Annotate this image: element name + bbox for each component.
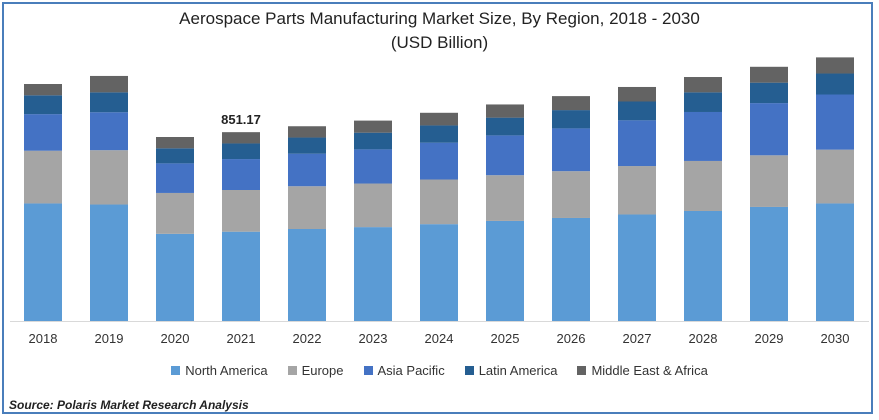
- bar-2026-north-america: [552, 217, 590, 321]
- x-tick-label-2022: 2022: [293, 331, 322, 346]
- bar-2023-middle-east-africa: [354, 120, 392, 133]
- legend-item-asia-pacific: Asia Pacific: [363, 363, 445, 378]
- legend-item-north-america: North America: [171, 363, 268, 378]
- bar-2025-latin-america: [486, 117, 524, 136]
- bar-2030-middle-east-africa: [816, 57, 854, 74]
- bar-2030-asia-pacific: [816, 94, 854, 150]
- bar-2030-latin-america: [816, 73, 854, 95]
- bar-2024-north-america: [420, 224, 458, 321]
- legend-swatch: [577, 366, 587, 375]
- bar-2028-latin-america: [684, 92, 722, 112]
- bar-2023-latin-america: [354, 132, 392, 150]
- bar-2029-middle-east-africa: [750, 66, 788, 83]
- legend-swatch: [171, 366, 181, 375]
- bar-2020-latin-america: [156, 148, 194, 164]
- legend-label: Asia Pacific: [377, 363, 445, 378]
- bar-2024-asia-pacific: [420, 142, 458, 180]
- legend-swatch: [363, 366, 373, 375]
- bar-2018-europe: [24, 150, 62, 204]
- bar-2018-north-america: [24, 203, 62, 321]
- x-tick-label-2023: 2023: [359, 331, 388, 346]
- bar-2024-europe: [420, 179, 458, 225]
- x-tick-label-2020: 2020: [161, 331, 190, 346]
- bar-2023-asia-pacific: [354, 149, 392, 184]
- bar-2026-middle-east-africa: [552, 96, 590, 111]
- bar-2021-europe: [222, 189, 260, 232]
- bar-2025-europe: [486, 175, 524, 221]
- bar-2023-europe: [354, 183, 392, 228]
- x-tick-label-2021: 2021: [227, 331, 256, 346]
- legend-label: North America: [185, 363, 268, 378]
- x-tick-label-2025: 2025: [491, 331, 520, 346]
- bar-2028-europe: [684, 160, 722, 211]
- legend-swatch: [287, 366, 297, 375]
- x-tick-label-2027: 2027: [623, 331, 652, 346]
- bar-2022-asia-pacific: [288, 153, 326, 187]
- bar-2030-north-america: [816, 203, 854, 321]
- bar-2019-latin-america: [90, 92, 128, 113]
- bar-2026-europe: [552, 171, 590, 218]
- bar-2026-latin-america: [552, 110, 590, 129]
- x-tick-label-2019: 2019: [95, 331, 124, 346]
- bar-2029-asia-pacific: [750, 103, 788, 156]
- x-tick-label-2029: 2029: [755, 331, 784, 346]
- bar-2029-north-america: [750, 206, 788, 321]
- x-tick-label-2028: 2028: [689, 331, 718, 346]
- bar-2028-asia-pacific: [684, 111, 722, 161]
- bar-2021-middle-east-africa: [222, 132, 260, 144]
- bar-2028-north-america: [684, 210, 722, 321]
- bar-2019-europe: [90, 150, 128, 205]
- bar-2021-latin-america: [222, 143, 260, 160]
- bar-2022-north-america: [288, 229, 326, 321]
- bar-2029-europe: [750, 155, 788, 207]
- legend-swatch: [464, 366, 474, 375]
- data-label-2021: 851.17: [221, 112, 261, 127]
- bar-2020-asia-pacific: [156, 163, 194, 193]
- bar-2020-middle-east-africa: [156, 137, 194, 149]
- x-tick-label-2018: 2018: [29, 331, 58, 346]
- chart-subtitle: (USD Billion): [390, 33, 489, 52]
- legend-item-latin-america: Latin America: [464, 363, 558, 378]
- bar-2019-north-america: [90, 204, 128, 321]
- bar-2024-middle-east-africa: [420, 112, 458, 126]
- bar-2025-north-america: [486, 220, 524, 321]
- bar-2018-middle-east-africa: [24, 84, 62, 96]
- bar-2027-latin-america: [618, 101, 656, 121]
- bar-2027-north-america: [618, 214, 656, 321]
- legend-item-middle-east-africa: Middle East & Africa: [577, 363, 708, 378]
- bar-2018-asia-pacific: [24, 114, 62, 151]
- source-note: Source: Polaris Market Research Analysis: [9, 398, 249, 412]
- x-tick-label-2026: 2026: [557, 331, 586, 346]
- bar-2027-middle-east-africa: [618, 86, 656, 102]
- bar-2018-latin-america: [24, 95, 62, 115]
- chart-title: Aerospace Parts Manufacturing Market Siz…: [179, 9, 700, 28]
- chart-legend: North America Europe Asia Pacific Latin Ame…: [0, 363, 879, 378]
- bar-2022-europe: [288, 186, 326, 230]
- bar-2027-europe: [618, 166, 656, 215]
- legend-label: Europe: [301, 363, 344, 378]
- legend-label: Middle East & Africa: [591, 363, 708, 378]
- bar-2027-asia-pacific: [618, 120, 656, 167]
- x-tick-label-2024: 2024: [425, 331, 454, 346]
- bar-2019-asia-pacific: [90, 112, 128, 151]
- bar-2019-middle-east-africa: [90, 75, 128, 93]
- bar-2025-asia-pacific: [486, 135, 524, 176]
- bar-2026-asia-pacific: [552, 128, 590, 172]
- bar-2023-north-america: [354, 227, 392, 321]
- bar-2030-europe: [816, 149, 854, 204]
- legend-item-europe: Europe: [287, 363, 344, 378]
- bar-2029-latin-america: [750, 82, 788, 104]
- bar-2024-latin-america: [420, 125, 458, 143]
- x-tick-label-2030: 2030: [821, 331, 850, 346]
- bar-2021-north-america: [222, 231, 260, 321]
- bar-2022-middle-east-africa: [288, 126, 326, 138]
- bar-2020-north-america: [156, 233, 194, 321]
- bar-2022-latin-america: [288, 137, 326, 154]
- legend-label: Latin America: [478, 363, 558, 378]
- bar-2028-middle-east-africa: [684, 77, 722, 93]
- bar-2020-europe: [156, 192, 194, 234]
- bar-2025-middle-east-africa: [486, 104, 524, 118]
- bar-2021-asia-pacific: [222, 159, 260, 190]
